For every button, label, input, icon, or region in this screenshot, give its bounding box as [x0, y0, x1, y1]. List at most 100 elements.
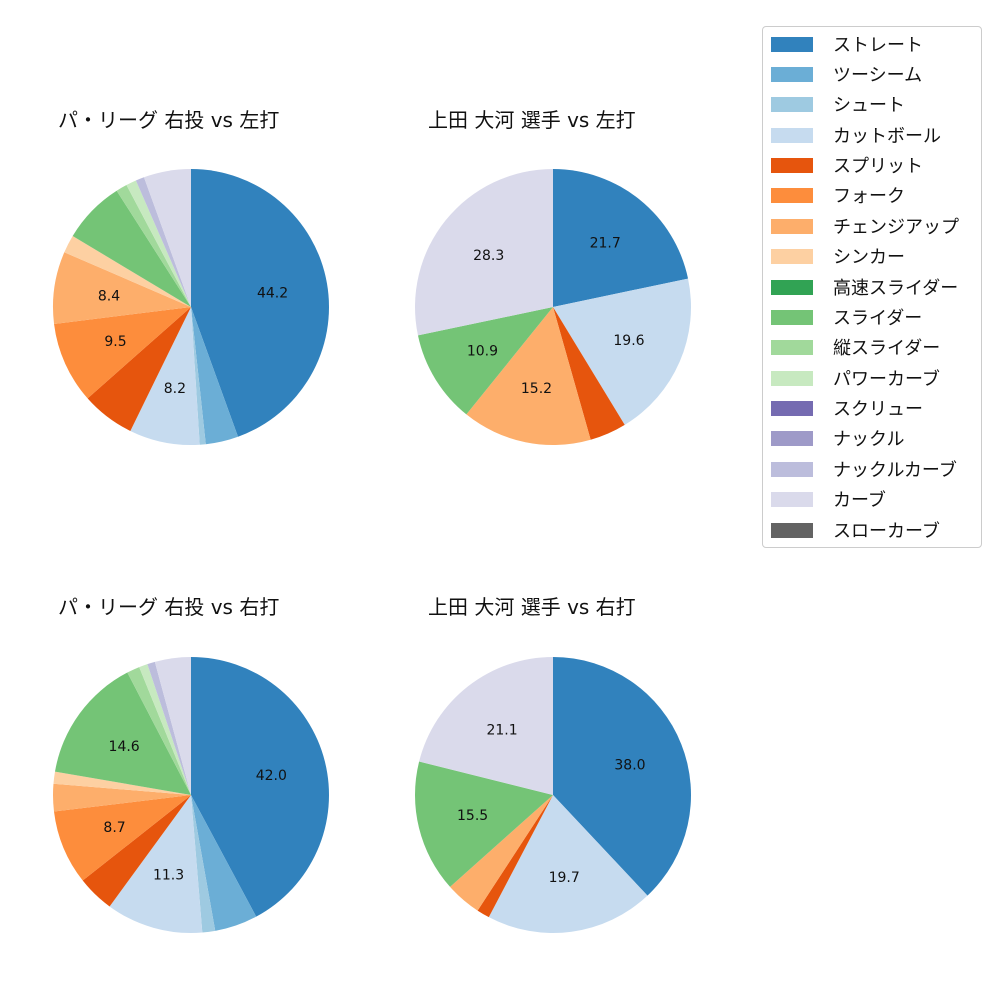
legend-swatch	[771, 400, 813, 416]
legend-item: シンカー	[771, 245, 905, 268]
legend-label: ナックルカーブ	[833, 460, 957, 481]
legend-swatch	[771, 127, 813, 143]
slice-value-label: 8.7	[103, 820, 125, 836]
legend-item: カットボール	[771, 124, 941, 147]
legend-swatch	[771, 370, 813, 386]
pie-slice	[191, 795, 257, 931]
pie-slice	[82, 795, 191, 907]
legend-label: シュート	[833, 95, 905, 116]
legend-label: フォーク	[833, 186, 905, 207]
slice-value-label: 19.7	[549, 870, 580, 886]
legend-label: ナックル	[833, 429, 905, 450]
pie-slice	[127, 667, 191, 795]
legend-item: スプリット	[771, 154, 923, 177]
pie-slice	[466, 307, 591, 445]
chart-title: 上田 大河 選手 vs 左打	[428, 108, 636, 132]
slice-value-label: 28.3	[473, 248, 504, 264]
legend-label: スプリット	[833, 156, 923, 177]
slice-value-label: 19.6	[613, 333, 644, 349]
pie-slice	[191, 169, 329, 437]
legend-label: カットボール	[833, 126, 941, 147]
legend-item: ストレート	[771, 33, 923, 56]
slice-value-label: 8.2	[164, 381, 186, 397]
pie-slice	[450, 795, 553, 911]
legend-swatch	[771, 66, 813, 82]
pie-slice	[191, 657, 330, 917]
slice-value-label: 21.7	[590, 236, 621, 252]
pie-slice	[488, 795, 648, 933]
pie-slice	[54, 307, 191, 399]
legend-item: パワーカーブ	[771, 367, 940, 390]
pie-slice	[52, 252, 191, 324]
chart-title: パ・リーグ 右投 vs 右打	[58, 595, 280, 619]
legend-label: スローカーブ	[833, 521, 940, 542]
legend-label: パワーカーブ	[833, 369, 940, 390]
pie-slice	[53, 795, 191, 881]
pie-slice	[147, 661, 191, 795]
legend-label: カーブ	[833, 490, 886, 511]
legend-label: スクリュー	[833, 399, 923, 420]
slice-value-label: 10.9	[467, 343, 498, 359]
legend-swatch	[771, 491, 813, 507]
slice-value-label: 11.3	[153, 868, 184, 884]
chart-title: 上田 大河 選手 vs 右打	[428, 595, 636, 619]
legend-swatch	[771, 248, 813, 264]
pie-slice	[139, 664, 191, 795]
pie-slice	[126, 180, 191, 307]
legend-item: 高速スライダー	[771, 276, 958, 299]
pie-slice	[191, 307, 239, 445]
legend-swatch	[771, 461, 813, 477]
legend-label: シンカー	[833, 247, 905, 268]
legend-item: スローカーブ	[771, 519, 940, 542]
pie-slice	[72, 190, 191, 307]
legend-swatch	[771, 36, 813, 52]
pie-slice	[135, 177, 191, 307]
legend-swatch	[771, 522, 813, 538]
slice-value-label: 8.4	[98, 288, 120, 304]
pie-slice	[477, 795, 553, 918]
chart-title: パ・リーグ 右投 vs 左打	[58, 108, 280, 132]
pie-slice	[109, 795, 203, 934]
legend-swatch	[771, 96, 813, 112]
legend-label: スライダー	[833, 308, 923, 329]
legend-item: カーブ	[771, 488, 886, 511]
pie-slice	[154, 657, 191, 795]
legend-swatch	[771, 187, 813, 203]
legend-swatch	[771, 218, 813, 234]
slice-value-label: 38.0	[614, 758, 645, 774]
legend-item: フォーク	[771, 184, 905, 207]
legend-label: 縦スライダー	[833, 338, 941, 359]
legend-swatch	[771, 279, 813, 295]
legend-label: チェンジアップ	[833, 217, 959, 238]
legend-label: ストレート	[833, 35, 923, 56]
slice-value-label: 42.0	[256, 768, 287, 784]
legend-swatch	[771, 157, 813, 173]
legend: ストレート ツーシーム シュート カットボール スプリット フォーク チェンジア…	[762, 26, 982, 548]
slice-value-label: 21.1	[486, 723, 517, 739]
legend-item: スクリュー	[771, 397, 923, 420]
pie-slice	[130, 307, 200, 446]
pie-slice	[417, 307, 553, 415]
pie-slice	[64, 235, 191, 307]
pie-slice	[191, 795, 216, 933]
pie-slice	[191, 307, 206, 445]
legend-item: ナックル	[771, 427, 905, 450]
legend-item: ツーシーム	[771, 63, 922, 86]
legend-item: 縦スライダー	[771, 336, 941, 359]
slice-value-label: 15.5	[457, 808, 488, 824]
pie-slice	[87, 307, 191, 431]
pie-slice	[419, 657, 553, 795]
legend-swatch	[771, 430, 813, 446]
pie-slice	[553, 169, 689, 307]
pie-slice	[53, 783, 191, 812]
pie-slice	[553, 307, 625, 440]
pie-slice	[116, 185, 191, 307]
pie-slice	[553, 278, 692, 425]
pie-slice	[143, 169, 191, 307]
legend-item: チェンジアップ	[771, 215, 959, 238]
legend-swatch	[771, 309, 813, 325]
